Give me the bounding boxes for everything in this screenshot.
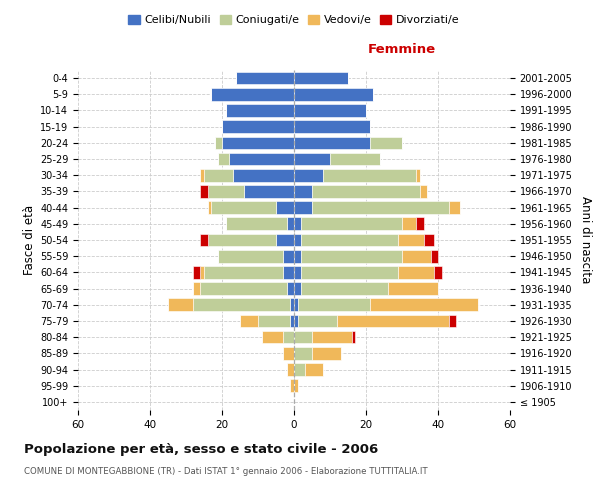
Bar (218, 250, 283, 262)
Bar (312, 347, 341, 360)
Bar (276, 202, 294, 214)
Bar (290, 298, 294, 311)
Bar (294, 363, 305, 376)
Bar (215, 136, 222, 149)
Bar (222, 136, 294, 149)
Bar (193, 298, 290, 311)
Bar (294, 104, 366, 117)
Bar (294, 185, 312, 198)
Bar (200, 234, 208, 246)
Bar (301, 266, 398, 278)
Bar (294, 331, 312, 344)
Y-axis label: Anni di nascita: Anni di nascita (579, 196, 592, 284)
Bar (200, 169, 204, 181)
Bar (208, 185, 244, 198)
Bar (416, 169, 420, 181)
Bar (294, 72, 348, 85)
Bar (449, 202, 460, 214)
Bar (402, 218, 416, 230)
Bar (420, 185, 427, 198)
Bar (283, 250, 294, 262)
Text: COMUNE DI MONTEGABBIONE (TR) - Dati ISTAT 1° gennaio 2006 - Elaborazione TUTTITA: COMUNE DI MONTEGABBIONE (TR) - Dati ISTA… (24, 468, 428, 476)
Bar (337, 314, 449, 328)
Bar (193, 282, 200, 295)
Bar (398, 266, 434, 278)
Bar (229, 152, 294, 166)
Bar (283, 347, 294, 360)
Bar (294, 266, 301, 278)
Bar (301, 218, 402, 230)
Bar (290, 380, 294, 392)
Bar (204, 169, 233, 181)
Bar (424, 234, 434, 246)
Bar (388, 282, 438, 295)
Bar (287, 363, 294, 376)
Bar (294, 282, 301, 295)
Bar (301, 282, 388, 295)
Bar (262, 331, 283, 344)
Bar (218, 152, 229, 166)
Bar (244, 185, 294, 198)
Bar (294, 347, 312, 360)
Bar (276, 234, 294, 246)
Bar (200, 185, 208, 198)
Bar (222, 120, 294, 133)
Bar (294, 298, 298, 311)
Bar (312, 185, 420, 198)
Bar (305, 363, 323, 376)
Bar (370, 136, 402, 149)
Bar (226, 104, 294, 117)
Bar (290, 314, 294, 328)
Bar (258, 314, 290, 328)
Y-axis label: Fasce di età: Fasce di età (23, 205, 36, 275)
Bar (240, 314, 258, 328)
Legend: Celibi/Nubili, Coniugati/e, Vedovi/e, Divorziati/e: Celibi/Nubili, Coniugati/e, Vedovi/e, Di… (124, 10, 464, 30)
Bar (352, 331, 355, 344)
Bar (416, 218, 424, 230)
Bar (208, 202, 211, 214)
Bar (402, 250, 431, 262)
Bar (370, 298, 478, 311)
Bar (200, 282, 287, 295)
Bar (287, 282, 294, 295)
Bar (298, 314, 337, 328)
Bar (294, 218, 301, 230)
Bar (193, 266, 200, 278)
Bar (287, 218, 294, 230)
Bar (294, 250, 301, 262)
Bar (323, 169, 416, 181)
Bar (449, 314, 456, 328)
Bar (330, 152, 380, 166)
Bar (294, 136, 370, 149)
Bar (294, 314, 298, 328)
Bar (294, 120, 370, 133)
Bar (283, 331, 294, 344)
Bar (208, 234, 276, 246)
Bar (283, 266, 294, 278)
Bar (226, 218, 287, 230)
Bar (211, 202, 276, 214)
Bar (301, 234, 398, 246)
Text: Femmine: Femmine (368, 44, 436, 57)
Bar (168, 298, 193, 311)
Bar (294, 152, 330, 166)
Bar (294, 380, 298, 392)
Bar (301, 250, 402, 262)
Bar (434, 266, 442, 278)
Bar (236, 72, 294, 85)
Bar (200, 266, 204, 278)
Bar (398, 234, 424, 246)
Bar (294, 88, 373, 101)
Bar (298, 298, 370, 311)
Bar (294, 169, 323, 181)
Bar (312, 202, 449, 214)
Text: Popolazione per età, sesso e stato civile - 2006: Popolazione per età, sesso e stato civil… (24, 442, 378, 456)
Bar (312, 331, 352, 344)
Bar (294, 202, 312, 214)
Bar (211, 88, 294, 101)
Bar (233, 169, 294, 181)
Bar (431, 250, 438, 262)
Bar (294, 234, 301, 246)
Bar (204, 266, 283, 278)
